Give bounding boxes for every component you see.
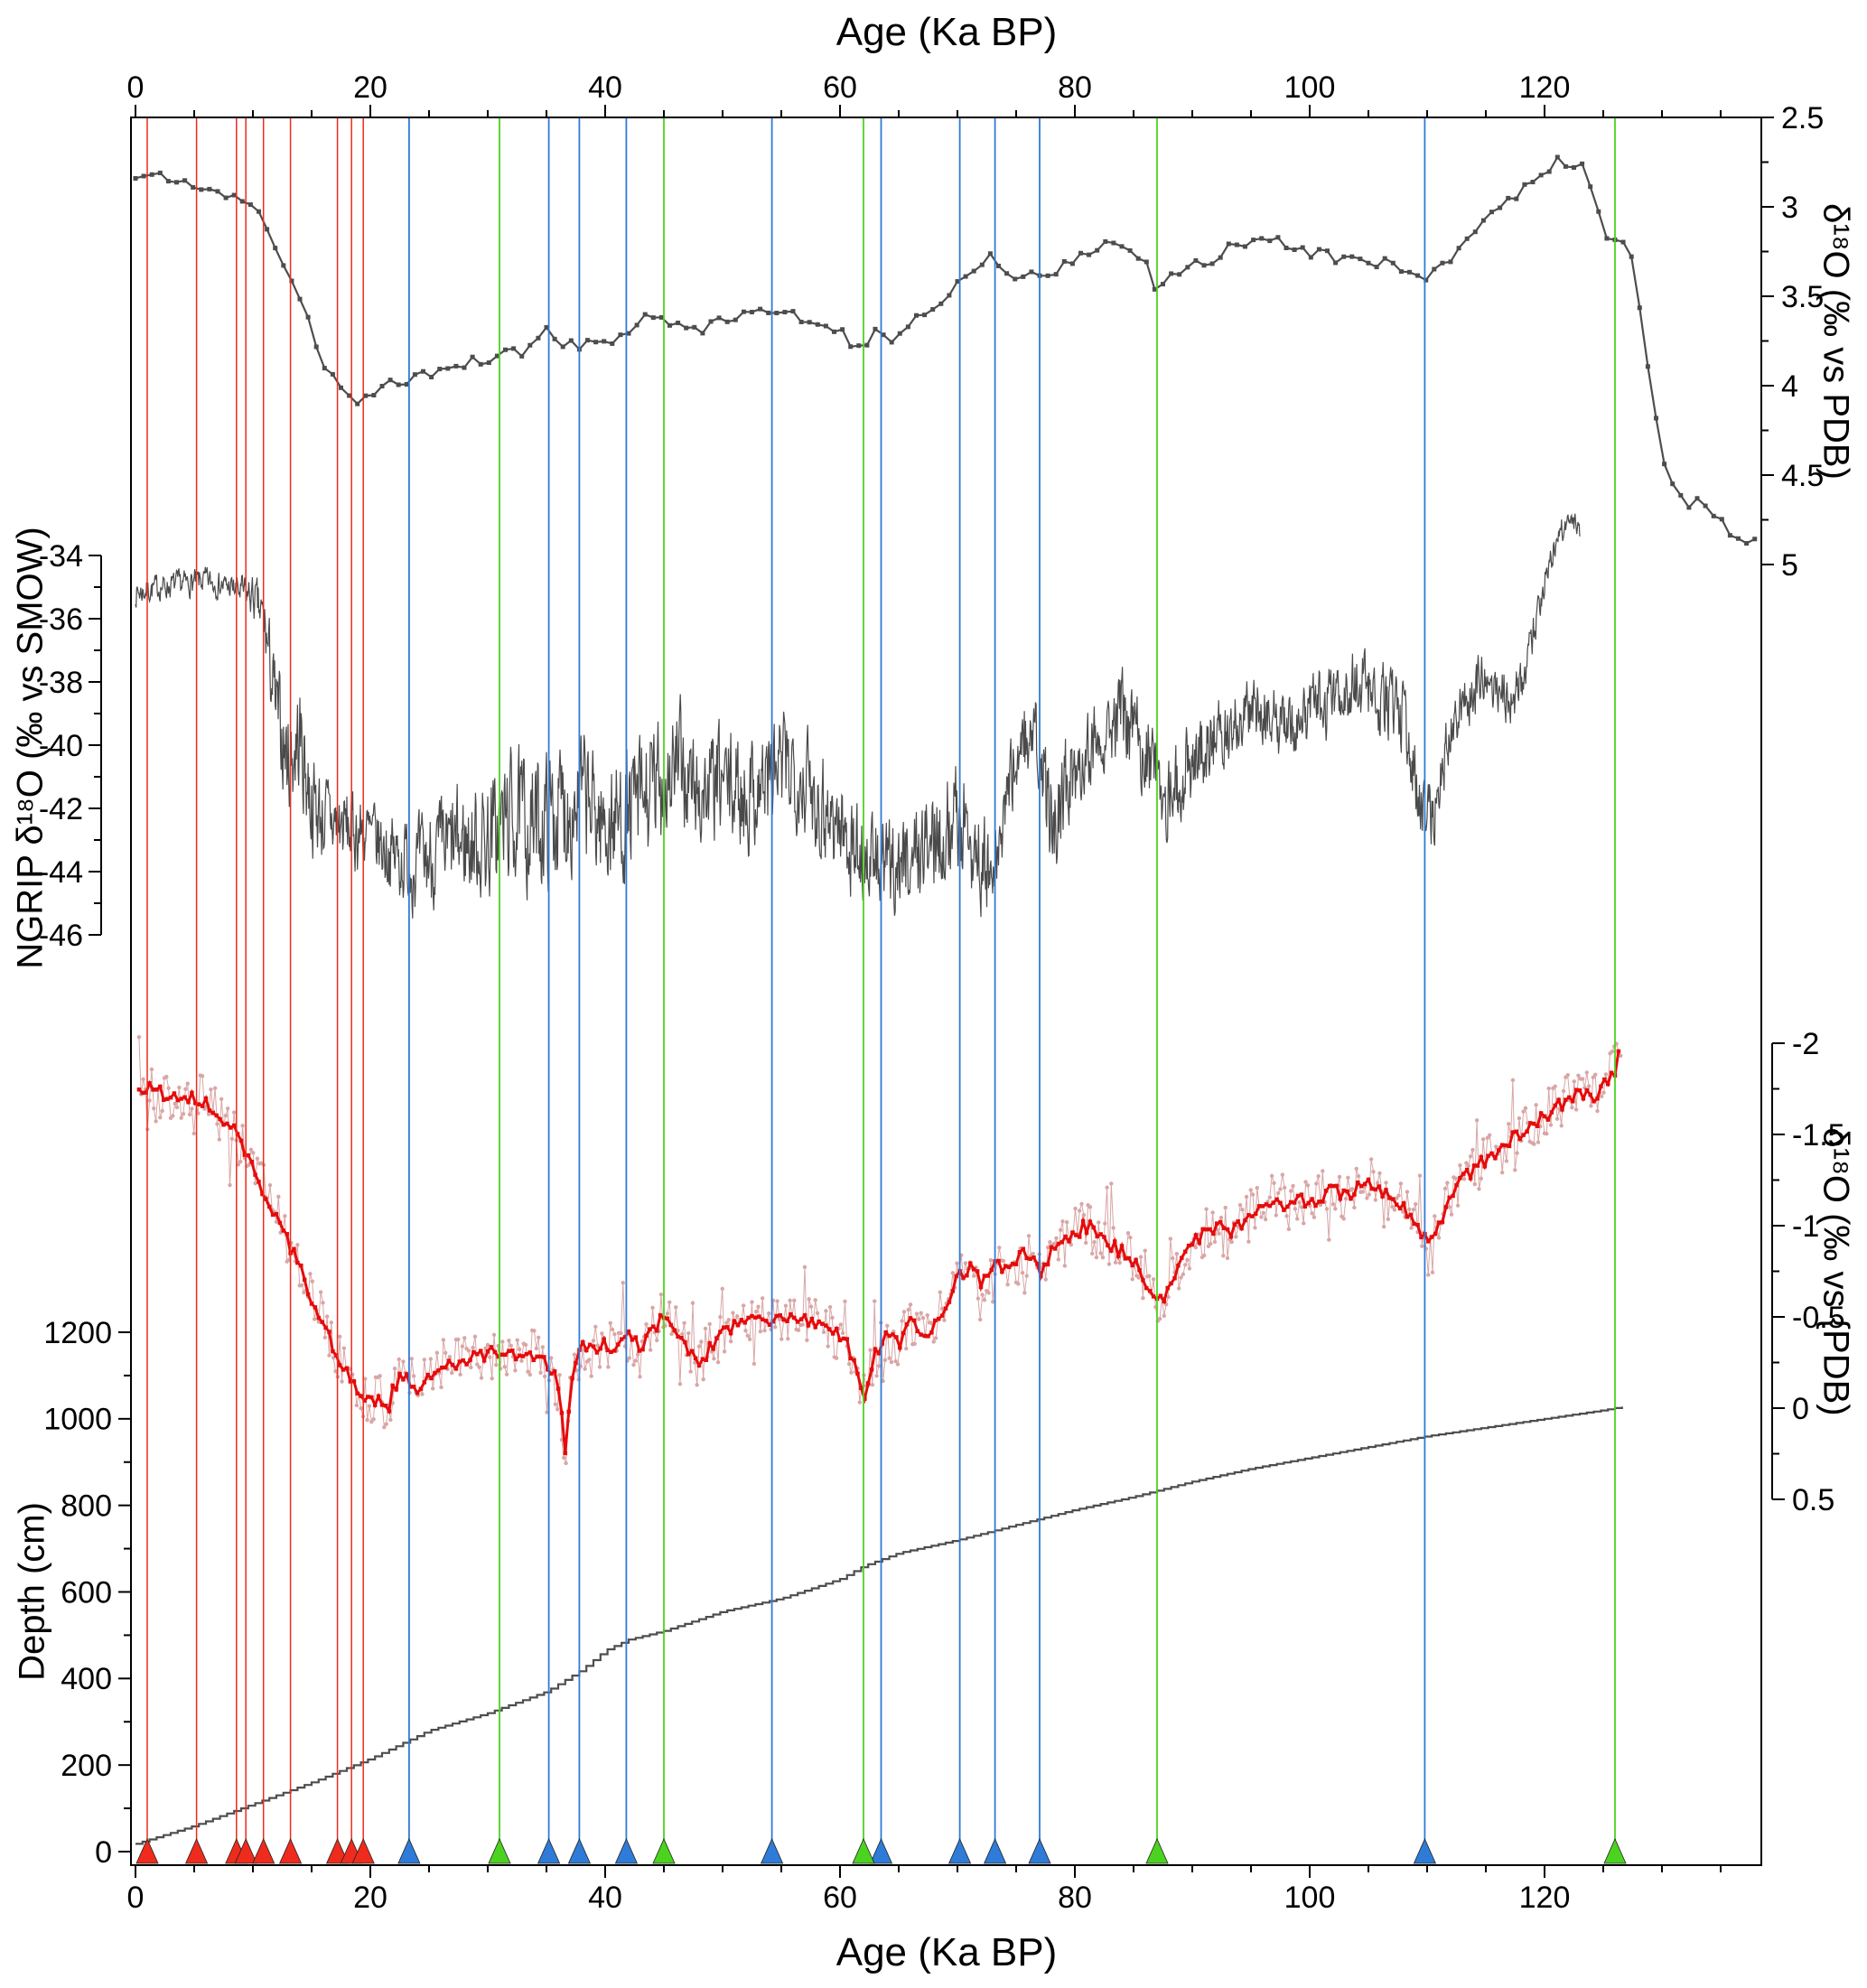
tie-marker-green xyxy=(488,1838,511,1864)
tick-label-depth: 400 xyxy=(61,1662,112,1696)
tick-label-d18o_spel: -1 xyxy=(1792,1209,1819,1244)
tick-label-d18o_spel: -0.5 xyxy=(1792,1301,1845,1335)
tick-label-ngrip: -42 xyxy=(39,792,83,826)
ngrip-axis-title: NGRIP δ¹⁸O (‰ vs SMOW) xyxy=(10,527,51,969)
tick-label-depth: 0 xyxy=(95,1835,112,1870)
tick-label-age-top: 0 xyxy=(127,70,145,105)
d18o-spel-axis: -2 -1.5 -1 -0.5 0 0.5 xyxy=(1771,1027,1845,1517)
tie-marker-blue xyxy=(983,1838,1007,1864)
tie-marker-blue xyxy=(537,1838,561,1864)
tie-marker-blue xyxy=(948,1838,972,1864)
tie-marker-red xyxy=(135,1838,159,1864)
tick-label-ngrip: -36 xyxy=(39,602,83,637)
tick-label-d18o_spel: -2 xyxy=(1792,1027,1819,1061)
tick-label-depth: 200 xyxy=(61,1749,112,1783)
tick-label-d18o_spel: 0.5 xyxy=(1792,1483,1834,1517)
tie-marker-green xyxy=(1603,1838,1627,1864)
tie-marker-blue xyxy=(397,1838,421,1864)
right-middle-axis-title: δ¹⁸O (‰ vs {PDB) xyxy=(1816,1127,1856,1416)
tie-marker-blue xyxy=(869,1838,893,1864)
tick-label-depth: 800 xyxy=(61,1489,112,1524)
tie-marker-blue xyxy=(567,1838,592,1864)
tick-label-ngrip: -40 xyxy=(39,729,83,763)
tick-label-age-bottom: 60 xyxy=(823,1881,857,1915)
tie-lines xyxy=(146,118,1616,1863)
depth-axis: 0 200 400 600 800 1000 1200 xyxy=(43,1316,132,1870)
series-marine_d18o xyxy=(133,154,1758,546)
tie-marker-blue xyxy=(614,1838,639,1864)
tick-label-age-top: 60 xyxy=(823,70,857,105)
tick-label-ngrip: -34 xyxy=(39,539,83,574)
tick-label-age-bottom: 100 xyxy=(1284,1881,1336,1915)
tie-marker-blue xyxy=(760,1838,784,1864)
tick-label-age-bottom: 120 xyxy=(1519,1881,1571,1915)
tick-label-age-top: 20 xyxy=(353,70,387,105)
tick-label-d18o_pdb: 5 xyxy=(1781,548,1798,583)
tick-label-age-bottom: 40 xyxy=(588,1881,622,1915)
tick-label-age-bottom: 0 xyxy=(127,1881,145,1915)
tick-label-ngrip: -46 xyxy=(39,919,83,953)
tick-label-depth: 600 xyxy=(61,1575,112,1610)
tick-label-d18o_pdb: 2.5 xyxy=(1781,101,1824,135)
tick-label-age-top: 100 xyxy=(1284,70,1336,105)
tie-marker-green xyxy=(652,1838,676,1864)
tick-label-ngrip: -38 xyxy=(39,666,83,700)
tick-label-d18o_pdb: 3 xyxy=(1781,191,1798,225)
d18o-pdb-axis: 2.5 3 3.5 4 4.5 5 xyxy=(1760,101,1824,583)
tie-marker-green xyxy=(1145,1838,1169,1864)
tick-label-ngrip: -44 xyxy=(39,855,83,890)
tick-label-age-bottom: 80 xyxy=(1058,1881,1092,1915)
series-ngrip_d18o xyxy=(135,513,1581,919)
tie-marker-red xyxy=(325,1838,350,1864)
tie-marker-red xyxy=(351,1838,375,1864)
tick-label-d18o_spel: -1.5 xyxy=(1792,1118,1845,1153)
top-axis-title: Age (Ka BP) xyxy=(835,10,1058,54)
age-axes: 0 0 20 20 40 40 60 60 80 80 100 100 120 120 xyxy=(127,70,1722,1915)
right-top-axis-title: δ¹⁸O (‰ vs PDB) xyxy=(1816,203,1856,480)
depth-axis-title: Depth (cm) xyxy=(12,1502,52,1681)
ngrip-axis: -46 -44 -42 -40 -38 -36 -34 xyxy=(39,539,102,953)
tick-label-age-top: 120 xyxy=(1519,70,1571,105)
series-speleothem_raw xyxy=(136,1034,1623,1466)
series-speleothem_mean xyxy=(136,1049,1621,1456)
bottom-axis-title: Age (Ka BP) xyxy=(835,1930,1058,1974)
tick-label-age-bottom: 20 xyxy=(353,1881,387,1915)
tie-marker-red xyxy=(278,1838,303,1864)
tick-label-age-top: 80 xyxy=(1058,70,1092,105)
tie-markers xyxy=(135,1838,1627,1864)
tie-marker-blue xyxy=(1413,1838,1437,1864)
tie-marker-blue xyxy=(1028,1838,1051,1864)
tick-label-depth: 1000 xyxy=(43,1403,112,1437)
tick-label-d18o_pdb: 4.5 xyxy=(1781,459,1824,493)
tick-label-depth: 1200 xyxy=(43,1316,112,1350)
tick-label-d18o_pdb: 4 xyxy=(1781,369,1798,404)
tie-marker-red xyxy=(234,1838,257,1864)
tick-label-d18o_spel: 0 xyxy=(1792,1392,1809,1426)
tick-label-age-top: 40 xyxy=(588,70,622,105)
tick-label-d18o_pdb: 3.5 xyxy=(1781,280,1824,314)
series-age_depth xyxy=(135,1406,1623,1845)
tie-marker-green xyxy=(852,1838,875,1864)
tie-marker-red xyxy=(184,1838,209,1864)
plot-frame xyxy=(130,117,1762,1866)
tie-marker-red xyxy=(252,1838,275,1864)
